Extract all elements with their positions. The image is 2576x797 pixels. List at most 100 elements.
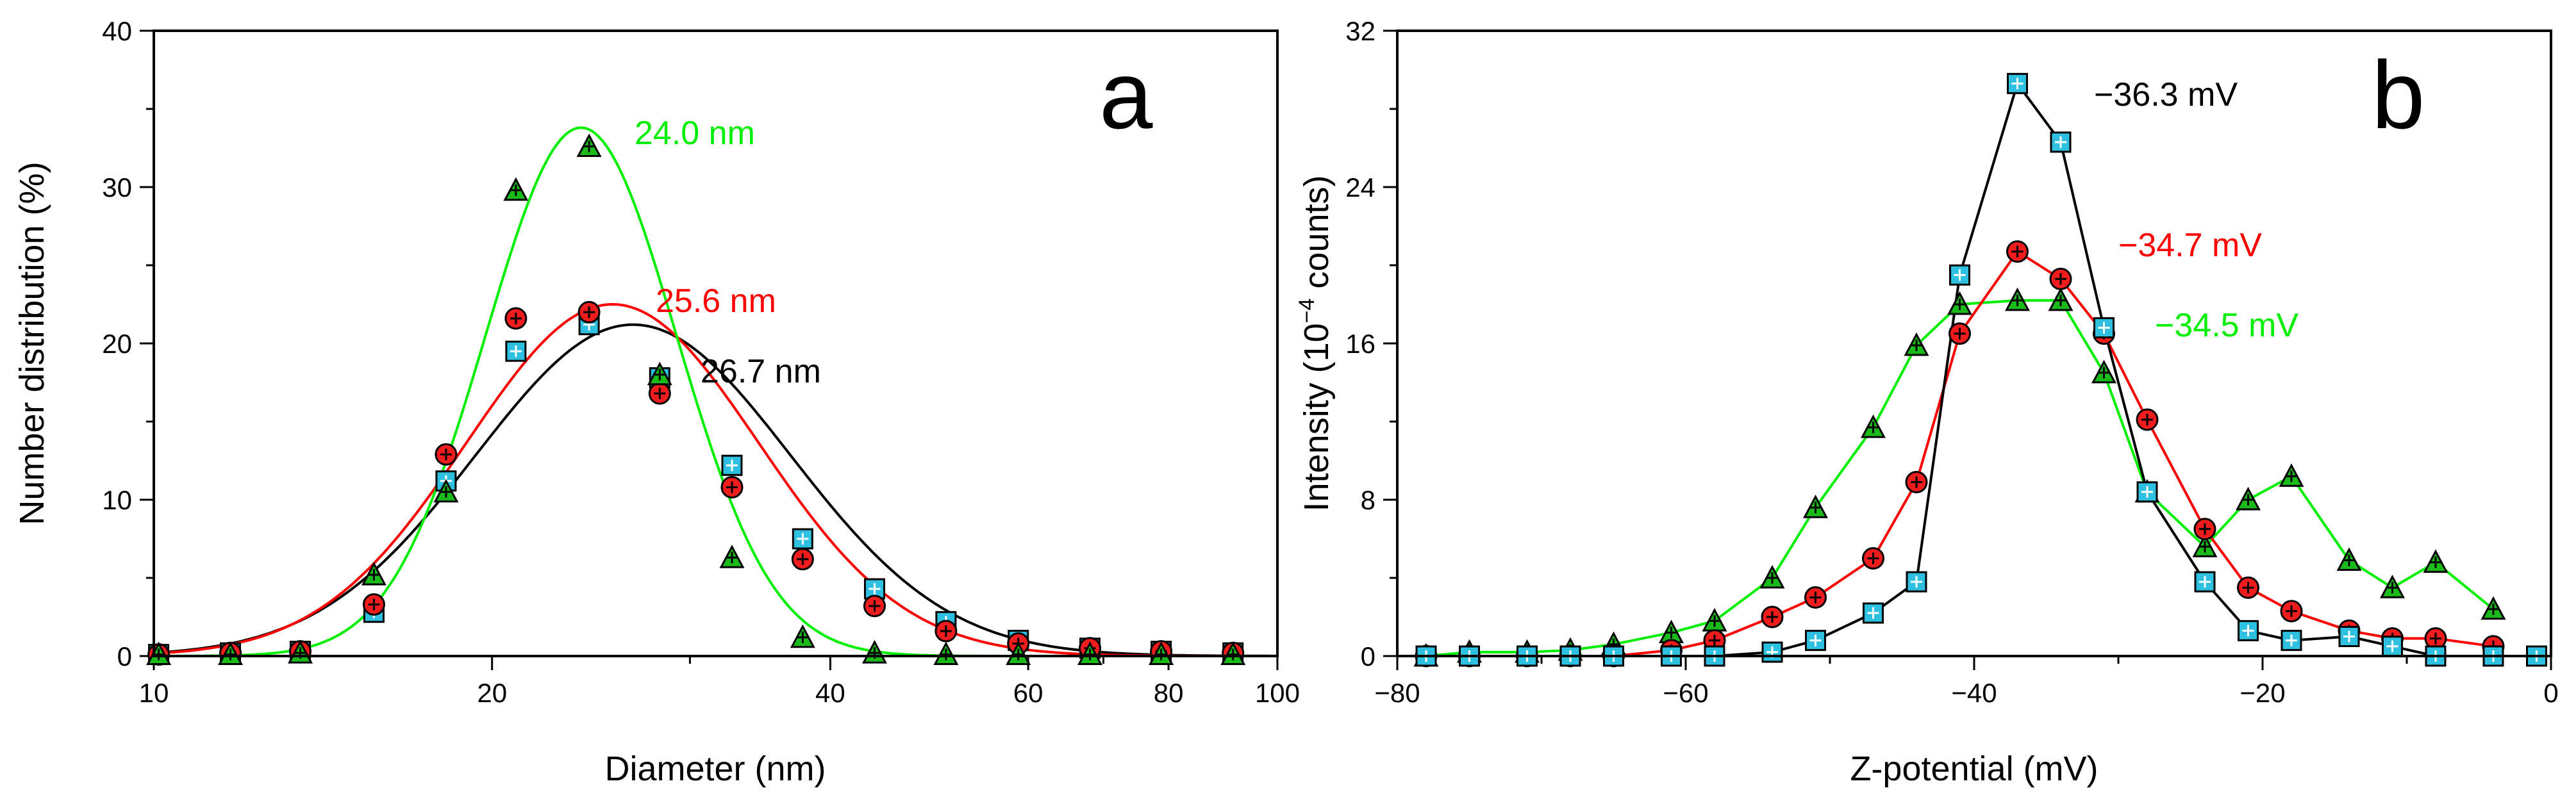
panel-b-point-s2-19-cross: [2343, 554, 2355, 566]
panel-b-point-s0-19-cross: [2343, 630, 2355, 643]
panel-b-point-s0-19: [2338, 626, 2360, 647]
panel-b-x-tick-label: −80: [1374, 678, 1420, 708]
panel-a-x-tick-label: 60: [1013, 678, 1043, 708]
panel-a-x-tick-label: 20: [477, 678, 507, 708]
panel-b-point-s1-18-cross: [2286, 605, 2297, 617]
panel-b-point-s1-11-cross: [1954, 327, 1966, 340]
panel-a-fit-curves: [153, 126, 1277, 657]
panel-b-point-s1-8-cross: [1809, 591, 1822, 604]
panel-b-point-s2-22-cross: [2488, 603, 2499, 615]
panel-a-point-s2-7-cross: [654, 368, 666, 381]
panel-a-x-tick-label: 40: [815, 678, 845, 708]
panel-b-y-tick-label: 0: [1361, 641, 1375, 671]
panel-a-point-s2-5-cross: [510, 184, 522, 196]
panel-b-point-s1-17-cross: [2242, 582, 2254, 594]
annotation-26-7-nm: 26.7 nm: [701, 353, 821, 390]
panel-a-point-s0-9-cross: [797, 533, 809, 545]
panel-a-letter: a: [1099, 41, 1153, 149]
panel-a-point-s2-8-cross: [726, 552, 738, 564]
panel-a-fit-curve-2: [154, 126, 1277, 657]
panel-a-y-tick-label: 30: [102, 172, 132, 202]
panel-b-y-label-suffix: counts): [1297, 175, 1336, 298]
panel-b-point-s0-20-cross: [2386, 640, 2398, 652]
panel-a-point-s0-5-cross: [510, 345, 522, 357]
panel-b-y-tick-label: 8: [1361, 485, 1375, 515]
panel-b-point-s1-16-cross: [2199, 523, 2211, 535]
panel-b-point-s0-16-cross: [2199, 576, 2211, 588]
panel-b-point-s2-20-cross: [2386, 582, 2398, 594]
panel-a-point-s2-3-cross: [368, 569, 380, 581]
panel-b-point-s2-5-cross: [1665, 627, 1677, 639]
panel-a-point-s2-14-cross: [1155, 648, 1167, 661]
panel-b-point-s2-9-cross: [1867, 422, 1879, 434]
panel-b-point-s0-12-cross: [2011, 78, 2023, 90]
panel-b-point-s2-11-cross: [1954, 299, 1966, 310]
panel-a-point-s2-1-cross: [224, 648, 237, 661]
panel-b-y-tick-label: 32: [1345, 16, 1375, 46]
panel-b-x-tick-label: −40: [1951, 678, 1997, 708]
panel-a-y-tick-label: 10: [102, 485, 132, 515]
panel-a-point-s2-15-cross: [1227, 648, 1239, 661]
panel-a-point-s2-4-cross: [440, 486, 452, 498]
panel-b-y-label-prefix: Intensity (10: [1297, 323, 1336, 511]
panel-b-y-tick-label: 24: [1345, 172, 1375, 202]
panel-a-point-s2-12-cross: [1012, 648, 1024, 661]
panel-b-point-s0-17-cross: [2242, 625, 2254, 637]
panel-a-data-points: [146, 133, 1246, 666]
panel-b-point-s0-14-cross: [2098, 322, 2110, 334]
panel-b-point-s0-12: [2007, 72, 2028, 94]
panel-a-point-s1-6-cross: [583, 306, 595, 318]
panel-b-x-tick-label: −20: [2239, 678, 2285, 708]
panel-b-y-tick-label: 16: [1345, 329, 1375, 359]
panel-a-x-tick-label: 100: [1255, 678, 1300, 708]
panel-a-point-s2-13-cross: [1084, 648, 1096, 661]
panel-b: −80 −60 −40 −20 0 0 8 16 24 32 Z-potential (mV) I…: [1295, 16, 2559, 788]
panel-b-point-s0-18-cross: [2286, 634, 2297, 646]
panel-a-point-s2-11-cross: [940, 648, 952, 661]
panel-a-point-s1-9-cross: [797, 553, 809, 565]
panel-a-point-s1-5-cross: [510, 312, 522, 324]
panel-b-letter: b: [2372, 41, 2425, 149]
annotation-minus-34-5-mv: −34.5 mV: [2155, 307, 2298, 344]
panel-b-point-s1-21-cross: [2430, 632, 2441, 645]
panel-a-point-s1-4-cross: [440, 448, 452, 461]
panel-b-point-s1-15-cross: [2141, 413, 2153, 425]
annotation-minus-36-3-mv: −36.3 mV: [2094, 76, 2238, 113]
panel-a-point-s0-8-cross: [726, 459, 738, 472]
panel-b-point-s2-7-cross: [1766, 572, 1778, 584]
panel-b-point-s0-15-cross: [2141, 486, 2153, 498]
panel-a-y-tick-label: 40: [102, 16, 132, 46]
panel-b-point-s2-17-cross: [2242, 494, 2254, 505]
panel-b-point-s0-8-cross: [1809, 634, 1822, 646]
panel-a-point-s1-11-cross: [940, 625, 952, 637]
panel-a-point-s2-9-cross: [797, 631, 809, 643]
panel-b-point-s2-10-cross: [1911, 340, 1922, 352]
panel-b-plot-frame: [1396, 29, 2552, 657]
panel-a-point-s0-10-cross: [868, 583, 881, 595]
panel-a-plot-frame: [153, 29, 1279, 657]
panel-a-y-axis-label: Number distribution (%): [13, 161, 51, 525]
panel-b-x-axis-label: Z-potential (mV): [1850, 750, 2098, 788]
panel-a-y-tick-label: 20: [102, 329, 132, 359]
panel-b-series-lines: [1425, 80, 2537, 657]
panel-b-point-s2-16-cross: [2199, 541, 2211, 553]
panel-a-point-s1-10-cross: [868, 600, 881, 612]
panel-b-point-s2-6-cross: [1709, 615, 1720, 627]
panel-b-point-s0-9-cross: [1867, 607, 1879, 619]
panel-b-point-s1-12-cross: [2011, 245, 2023, 258]
panel-b-point-s0-10-cross: [1911, 576, 1922, 588]
panel-a-x-tick-label: 10: [139, 678, 169, 708]
panel-b-ticks: −80 −60 −40 −20 0 0 8 16 24 32: [1345, 16, 2558, 708]
panel-a-x-axis-label: Diameter (nm): [604, 750, 826, 788]
annotation-minus-34-7-mv: −34.7 mV: [2118, 227, 2262, 264]
panel-b-y-label-exponent: −4: [1295, 299, 1319, 324]
panel-a-x-tick-label: 80: [1154, 678, 1184, 708]
panel-a-point-s1-7-cross: [654, 388, 666, 400]
panel-a-point-s0-9: [792, 528, 813, 550]
panel-b-point-s2-14-cross: [2098, 366, 2110, 379]
panel-b-point-s1-6-cross: [1709, 634, 1720, 646]
panel-a-point-s2-6-cross: [583, 140, 595, 152]
